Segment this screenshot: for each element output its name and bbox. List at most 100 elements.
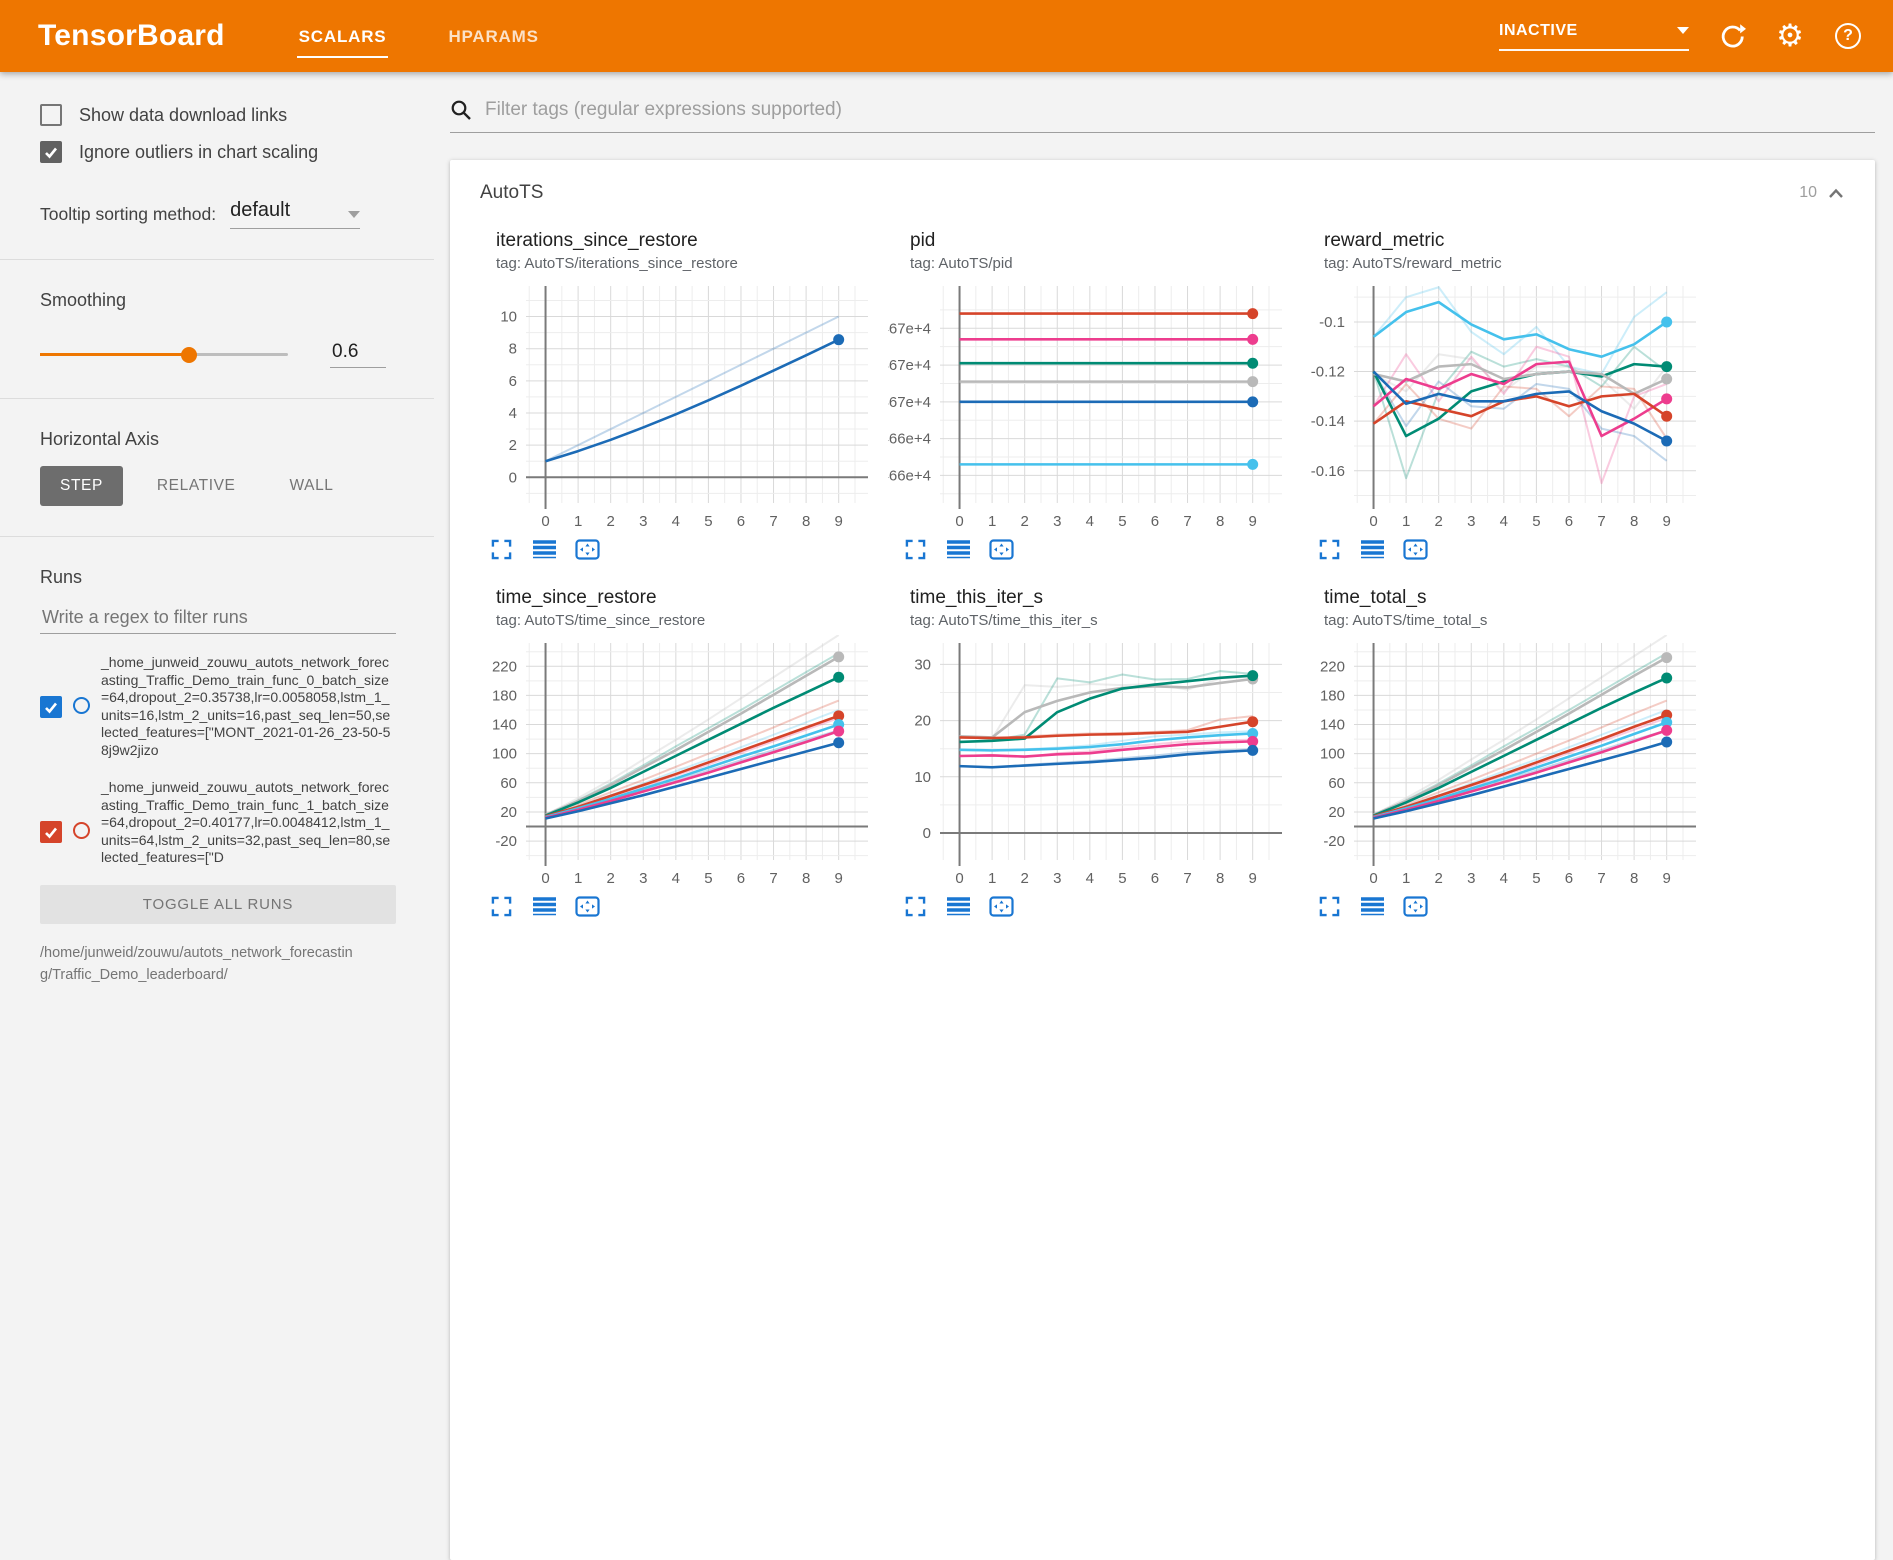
axis-option-relative[interactable]: RELATIVE — [137, 466, 256, 506]
data-download-icon — [532, 895, 557, 917]
settings-gear-icon: ⚙ — [1776, 21, 1804, 52]
checkbox-label: Ignore outliers in chart scaling — [79, 142, 318, 163]
reload-status-dropdown[interactable]: INACTIVE — [1499, 22, 1689, 51]
chevron-down-icon — [348, 211, 360, 218]
axis-option-step[interactable]: STEP — [40, 466, 123, 506]
help-icon: ? — [1835, 23, 1861, 49]
tag-group-header[interactable]: AutoTS 10 — [450, 160, 1875, 222]
fit-domain-button[interactable] — [574, 537, 600, 561]
svg-text:9: 9 — [1663, 870, 1671, 887]
tab-hparams[interactable]: HPARAMS — [446, 21, 540, 58]
data-download-button[interactable] — [531, 537, 557, 561]
svg-text:10: 10 — [500, 309, 517, 326]
fullscreen-button[interactable] — [1316, 894, 1342, 918]
help-button[interactable]: ? — [1833, 21, 1863, 51]
tooltip-sorting-row: Tooltip sorting method: default — [40, 199, 396, 229]
fit-domain-icon — [575, 896, 600, 917]
runs-filter-input[interactable] — [40, 606, 396, 629]
svg-text:140: 140 — [492, 717, 517, 734]
data-download-button[interactable] — [531, 894, 557, 918]
ignore-outliers-row[interactable]: Ignore outliers in chart scaling — [40, 141, 396, 163]
settings-button[interactable]: ⚙ — [1775, 21, 1805, 51]
runs-label: Runs — [40, 567, 396, 588]
show-download-links-checkbox[interactable] — [40, 104, 62, 126]
data-download-button[interactable] — [1359, 537, 1385, 561]
svg-text:8: 8 — [1216, 513, 1224, 530]
svg-text:2: 2 — [509, 437, 517, 454]
svg-text:1: 1 — [1402, 870, 1410, 887]
svg-text:6: 6 — [737, 513, 745, 530]
svg-text:1: 1 — [1402, 513, 1410, 530]
svg-text:20: 20 — [500, 804, 517, 821]
fit-domain-button[interactable] — [574, 894, 600, 918]
svg-text:7: 7 — [1597, 870, 1605, 887]
fullscreen-button[interactable] — [902, 894, 928, 918]
svg-text:7: 7 — [769, 513, 777, 530]
toggle-all-runs-button[interactable]: TOGGLE ALL RUNS — [40, 885, 396, 924]
run-checkbox[interactable] — [40, 821, 62, 843]
show-download-links-row[interactable]: Show data download links — [40, 104, 396, 126]
chart-title: time_since_restore — [496, 587, 878, 609]
run-item: _home_junweid_zouwu_autots_network_forec… — [40, 779, 396, 867]
smoothing-value[interactable]: 0.6 — [330, 341, 386, 368]
svg-text:2: 2 — [1435, 513, 1443, 530]
run-solo-radio[interactable] — [73, 822, 90, 839]
svg-text:4: 4 — [1086, 513, 1094, 530]
scalar-chart: time_since_restore tag: AutoTS/time_sinc… — [474, 587, 878, 918]
data-download-icon — [946, 895, 971, 917]
tooltip-sorting-value: default — [230, 199, 290, 222]
data-download-button[interactable] — [945, 894, 971, 918]
run-name: _home_junweid_zouwu_autots_network_forec… — [101, 654, 393, 759]
fullscreen-button[interactable] — [488, 894, 514, 918]
data-download-button[interactable] — [945, 537, 971, 561]
ignore-outliers-checkbox[interactable] — [40, 141, 62, 163]
svg-text:1: 1 — [988, 513, 996, 530]
fit-domain-button[interactable] — [988, 894, 1014, 918]
fullscreen-button[interactable] — [1316, 537, 1342, 561]
svg-text:5: 5 — [1532, 870, 1540, 887]
tag-group-collapse[interactable]: 10 — [1799, 184, 1845, 202]
tag-filter-input[interactable] — [483, 98, 1875, 122]
svg-text:220: 220 — [1320, 658, 1345, 675]
fit-domain-icon — [989, 896, 1014, 917]
run-checkbox[interactable] — [40, 696, 62, 718]
fit-domain-button[interactable] — [1402, 537, 1428, 561]
chart-canvas[interactable]: 01234567892.467e+42.467e+42.467e+42.466e… — [888, 278, 1288, 533]
svg-text:5: 5 — [1118, 513, 1126, 530]
svg-text:8: 8 — [1216, 870, 1224, 887]
run-solo-radio[interactable] — [73, 697, 90, 714]
svg-text:6: 6 — [737, 870, 745, 887]
svg-text:20: 20 — [1328, 804, 1345, 821]
axis-option-wall[interactable]: WALL — [269, 466, 353, 506]
reload-button[interactable] — [1717, 21, 1747, 51]
chart-actions — [1316, 894, 1706, 918]
svg-text:7: 7 — [1597, 513, 1605, 530]
horizontal-axis-label: Horizontal Axis — [40, 429, 396, 450]
tab-scalars[interactable]: SCALARS — [297, 21, 389, 58]
fit-domain-button[interactable] — [988, 537, 1014, 561]
slider-thumb[interactable] — [181, 347, 197, 363]
svg-text:9: 9 — [1249, 513, 1257, 530]
fullscreen-button[interactable] — [902, 537, 928, 561]
svg-text:3: 3 — [1467, 513, 1475, 530]
smoothing-slider[interactable] — [40, 353, 288, 356]
fit-domain-button[interactable] — [1402, 894, 1428, 918]
svg-text:6: 6 — [1565, 870, 1573, 887]
svg-text:180: 180 — [492, 687, 517, 704]
tooltip-sorting-select[interactable]: default — [230, 199, 360, 229]
checkbox-label: Show data download links — [79, 105, 287, 126]
svg-text:-0.14: -0.14 — [1311, 413, 1345, 430]
svg-text:4: 4 — [672, 870, 680, 887]
data-download-button[interactable] — [1359, 894, 1385, 918]
fullscreen-button[interactable] — [488, 537, 514, 561]
svg-text:5: 5 — [1118, 870, 1126, 887]
chart-tag: tag: AutoTS/time_since_restore — [496, 612, 878, 629]
